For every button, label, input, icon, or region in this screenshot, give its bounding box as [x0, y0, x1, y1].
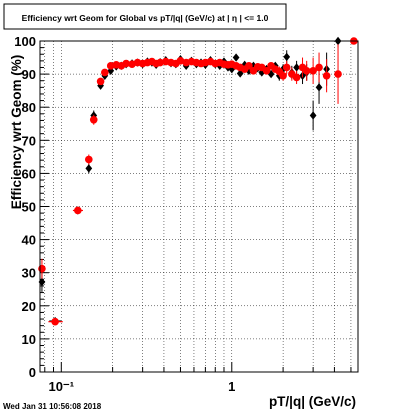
data-point [156, 58, 164, 67]
data-point [85, 155, 93, 164]
y-tick-label: 40 [22, 233, 36, 248]
x-tick-label: 10⁻¹ [48, 379, 74, 394]
series-1 [38, 37, 358, 326]
grid-lines [40, 40, 358, 373]
data-point [315, 83, 323, 92]
data-point [122, 59, 130, 68]
data-point [283, 52, 291, 62]
y-tick-label: 80 [22, 100, 36, 115]
data-series [38, 36, 358, 326]
y-tick-label: 30 [22, 266, 36, 281]
y-tick-label: 90 [22, 67, 36, 82]
plot-frame [39, 40, 359, 373]
data-point [232, 53, 240, 62]
data-point [292, 73, 301, 82]
data-point [293, 63, 300, 72]
data-point [51, 317, 59, 326]
data-point [38, 264, 46, 273]
data-point [101, 68, 109, 77]
y-tick-label: 100 [14, 34, 36, 49]
data-point [250, 61, 257, 71]
x-axis-label: pT/|q| (GeV/c) [269, 394, 356, 409]
y-tick-label: 20 [22, 299, 36, 314]
y-axis-label: Efficiency wrt Geom (%) [9, 55, 24, 210]
chart-title: Efficiency wrt Geom for Global vs pT/|q|… [22, 13, 269, 23]
data-point [279, 71, 287, 80]
y-tick-label: 10 [22, 332, 36, 347]
data-point [334, 70, 342, 78]
data-point [96, 77, 105, 86]
title-box [3, 3, 287, 30]
data-point [245, 62, 253, 70]
data-point [315, 63, 323, 72]
data-point [89, 115, 98, 124]
data-point [107, 66, 115, 75]
y-tick-label: 70 [22, 133, 36, 148]
data-point [282, 63, 291, 72]
y-tick-label: 50 [22, 200, 36, 215]
y-tick-label: 0 [29, 365, 36, 380]
axes: 0 10 20 30 40 50 60 70 80 90 100 10⁻¹ 1 [14, 34, 352, 394]
x-tick-label: 1 [228, 379, 235, 394]
y-tick-label: 60 [22, 166, 36, 181]
footer-timestamp: Wed Jan 31 10:56:08 2018 [3, 402, 102, 411]
data-point [241, 60, 249, 70]
data-point [302, 66, 311, 75]
data-point [309, 66, 317, 75]
data-point [85, 164, 93, 173]
data-point [309, 111, 317, 120]
data-point [322, 71, 331, 80]
data-point [74, 206, 82, 215]
data-point [176, 57, 185, 65]
data-point [262, 66, 271, 75]
data-point [267, 69, 275, 79]
